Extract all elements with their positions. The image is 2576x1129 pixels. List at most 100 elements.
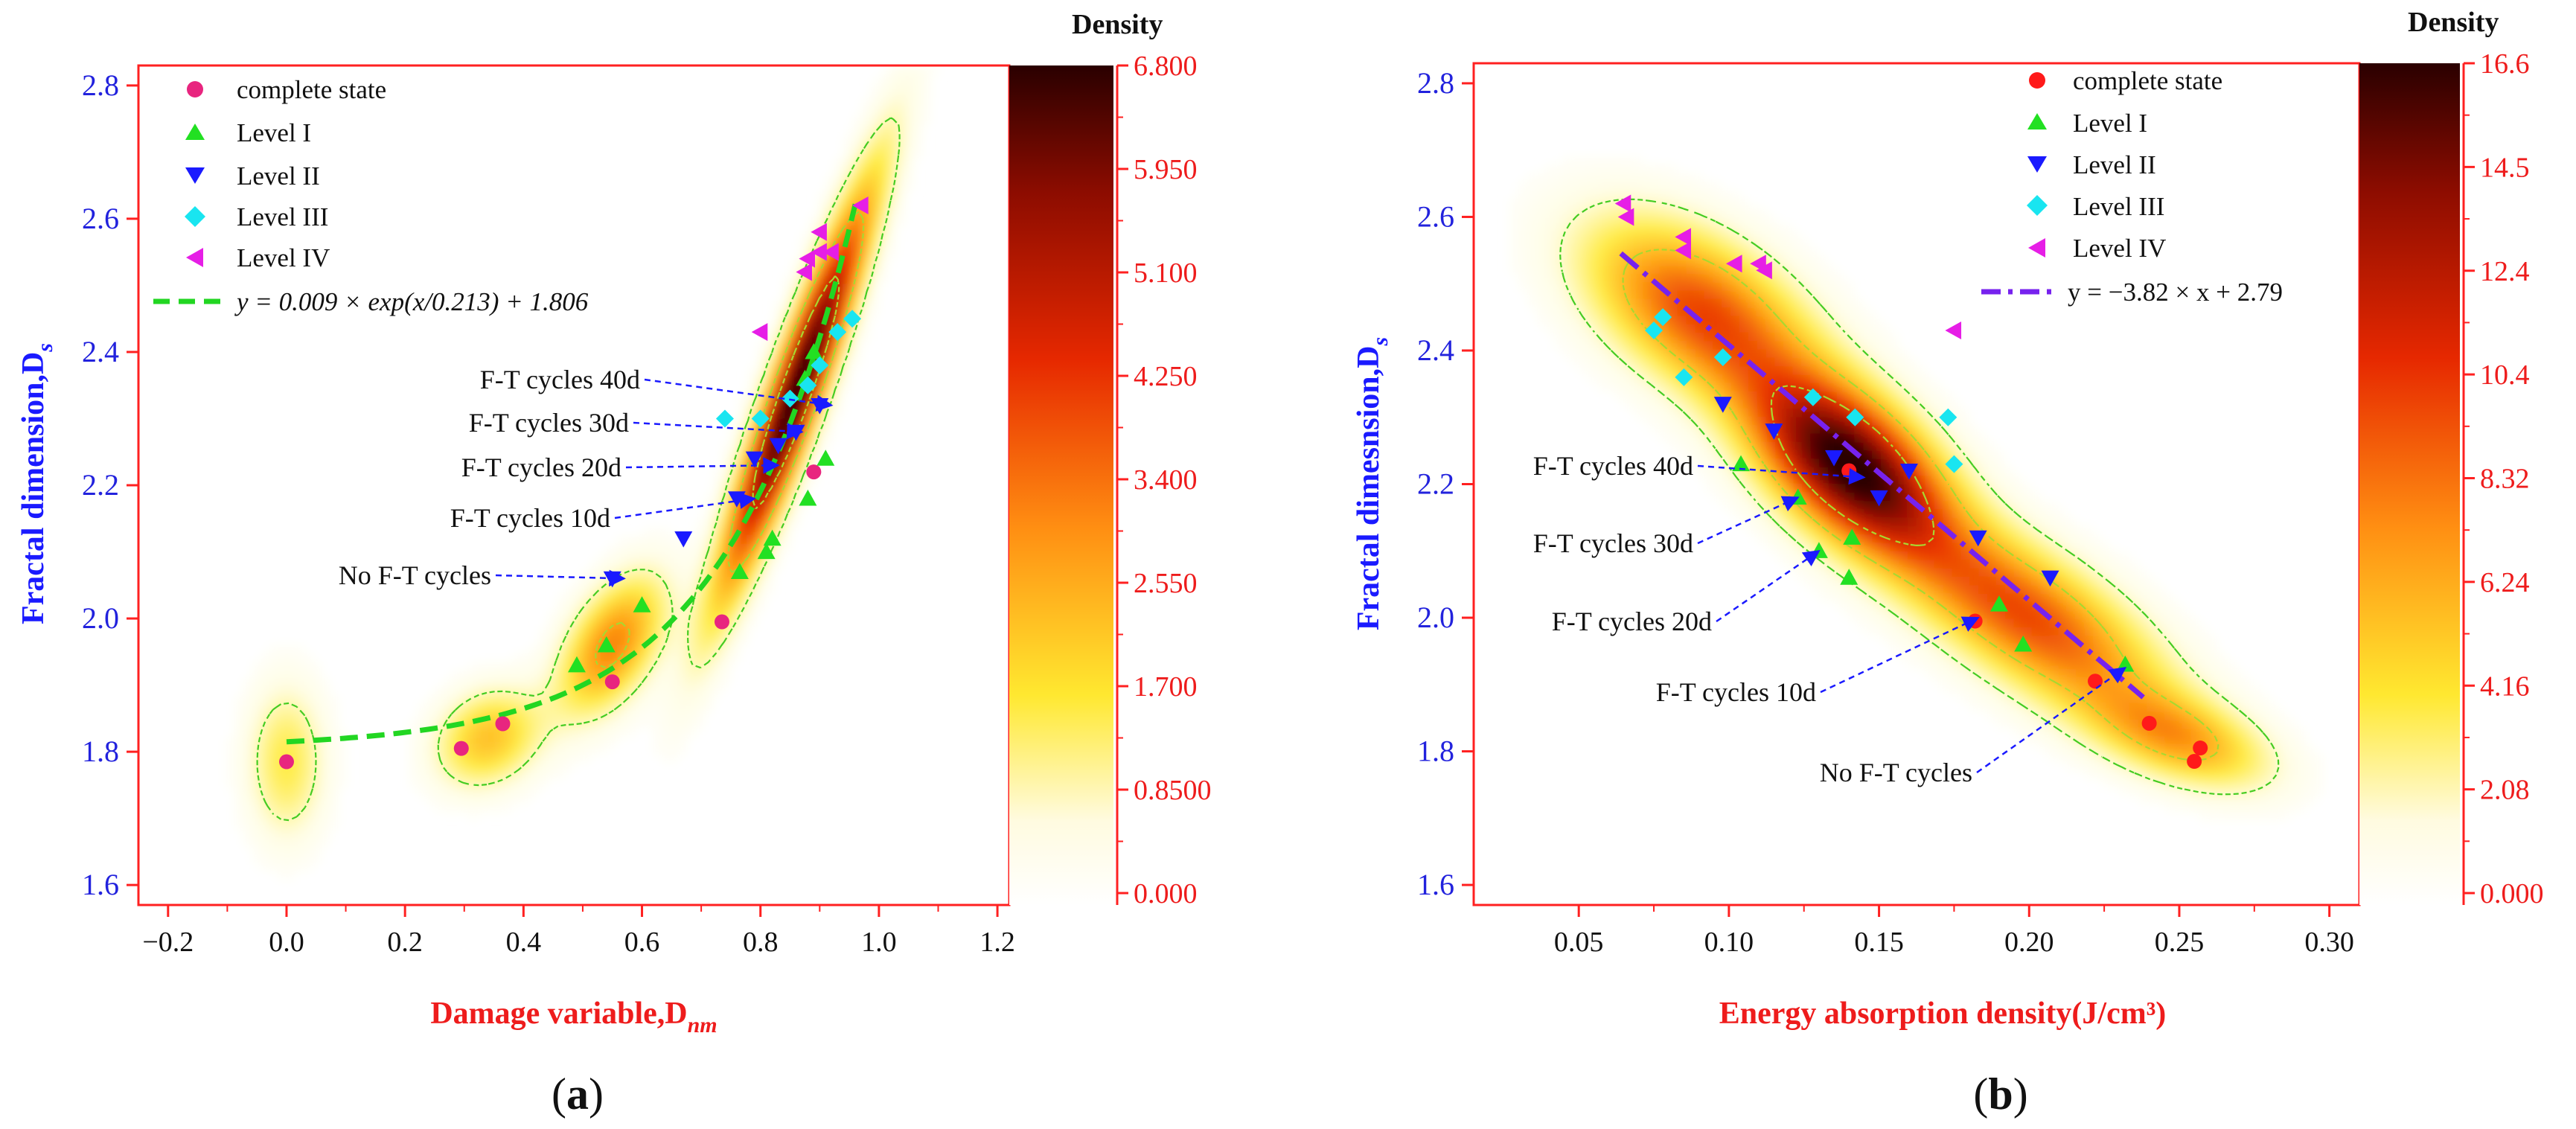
point-level-i [730,563,749,579]
y-tick-label-b: 1.6 [1417,868,1454,901]
colorbar-a: Density 0.000 0.8500 1.700 2.550 3.400 4.250 5… [1009,9,1212,909]
point-level-iii [1675,368,1693,386]
annotation-f-t-cycles-20d-a: F-T cycles 20d [461,452,621,482]
point-level-iii [781,389,799,408]
point-level-iv [799,249,815,268]
colorbar-tick-label-b: 12.4 [2480,256,2530,287]
point-complete-state [495,716,511,732]
x-tick-label-b: 0.15 [1854,927,1904,958]
legend-marker-level-iv-a [186,248,203,267]
x-axis-label-a: Damage variable,Dnm [430,997,717,1037]
point-complete-state [2193,741,2208,756]
point-level-ii [1765,423,1783,440]
x-tick-label-a: 1.2 [979,927,1015,958]
x-tick-label-a: 0.4 [506,927,542,958]
annotation-no-f-t-cycles-a: No F-T cycles [339,560,491,590]
point-level-iv [1725,255,1742,273]
point-level-iv [796,263,813,281]
colorbar-b: Density 0.000 2.08 4.16 6.24 8.32 10.4 12.4 14.… [2359,7,2544,909]
x-tick-label-b: 0.25 [2155,927,2205,958]
legend-marker-complete-state-a [187,81,203,97]
x-tick-label-b: 0.10 [1704,927,1754,958]
fit-equation-b: y = −3.82 × x + 2.79 [2068,278,2283,307]
colorbar-tick-label-b: 16.6 [2480,48,2530,80]
point-level-i [763,529,782,546]
annotation-f-t-cycles-40d-b: F-T cycles 40d [1533,451,1693,481]
panel-caption-b: (b) [1973,1069,2027,1119]
y-tick-label-b: 2.8 [1417,66,1454,100]
point-level-iii [715,409,734,428]
point-level-iv [1675,228,1691,246]
point-complete-state [714,614,729,630]
annotation-arrow-a [644,378,834,412]
annotation-arrow-b [1976,667,2127,774]
annotation-arrow-a [625,457,780,474]
point-level-iv [852,196,869,214]
x-tick-label-a: 0.0 [269,927,304,958]
legend-label-level-iii-b: Level III [2073,192,2164,221]
legend-label-level-iv-b: Level IV [2073,234,2166,263]
axes-b: 0.05 0.10 0.15 0.20 0.25 0.30 1.6 1.8 2.0 2.2 2.4 2… [1417,66,2354,958]
x-tick-label-b: 0.05 [1554,927,1604,958]
point-complete-state [1967,613,1983,629]
annotation-arrow-b [1716,549,1821,623]
y-tick-label-b: 2.6 [1417,199,1454,233]
legend-marker-level-ii-a [185,167,205,184]
colorbar-tick-label-b: 0.000 [2480,878,2544,909]
y-tick-label-b: 2.2 [1417,467,1454,501]
y-axis-label-a: Fractal dimension,Ds [16,343,57,624]
point-complete-state [2187,754,2202,770]
annotations-b: F-T cycles 40d F-T cycles 30d F-T cycles 2… [1533,451,2127,787]
point-level-i [757,543,776,560]
y-tick-label-a: 2.0 [82,601,119,635]
annotations-a: F-T cycles 40d F-T cycles 30d F-T cycles 2… [339,365,834,590]
colorbar-tick-label-a: 0.8500 [1134,775,1212,806]
annotation-arrow-b [1820,616,1980,694]
annotation-f-t-cycles-20d-b: F-T cycles 20d [1552,607,1712,636]
point-complete-state [806,464,822,480]
point-level-ii [745,451,764,468]
y-axis-label-b: Fractal dimesnsion,Ds [1352,337,1393,630]
colorbar-tick-label-b: 10.4 [2480,359,2530,391]
panel-caption-a: (a) [552,1069,604,1119]
legend-marker-level-iii-a [185,206,205,227]
legend-marker-level-iv-b [2028,238,2045,258]
point-level-iii [843,310,862,328]
colorbar-tick-label-b: 2.08 [2480,775,2530,806]
colorbar-tick-label-b: 8.32 [2480,464,2530,495]
legend-label-level-iv-a: Level IV [237,243,330,272]
fit-line-path-b [1619,251,2145,700]
colorbar-tick-label-b: 4.16 [2480,671,2530,702]
y-tick-label-b: 2.0 [1417,601,1454,634]
x-tick-label-a: 0.2 [387,927,423,958]
point-level-i [1840,569,1859,585]
legend-label-level-ii-b: Level II [2073,150,2156,179]
point-level-iv [1614,194,1631,213]
point-level-iii [1939,408,1957,426]
annotation-f-t-cycles-40d-a: F-T cycles 40d [480,365,640,394]
point-level-ii [1713,397,1732,413]
point-level-ii [674,531,693,548]
point-level-i [805,342,823,359]
legend-marker-level-iii-b [2027,195,2048,216]
legend-marker-level-ii-b [2027,156,2047,173]
y-tick-label-a: 2.8 [82,68,119,102]
contour-line-a-0 [256,117,901,822]
colorbar-tick-label-a: 3.400 [1134,464,1198,496]
point-level-iii [751,409,770,428]
point-level-i [1732,455,1751,472]
colorbar-tick-label-b: 14.5 [2480,152,2530,183]
x-tick-label-a: −0.2 [142,927,194,958]
annotation-arrow-a [614,492,756,519]
point-level-i [816,450,835,466]
annotation-arrow-a [495,569,626,587]
point-level-iii [811,356,829,374]
y-tick-label-a: 1.8 [82,735,119,768]
annotation-arrow-a [633,421,804,440]
point-level-iii [1945,455,1963,473]
x-tick-label-a: 1.0 [861,927,897,958]
point-level-iii [799,376,817,394]
legend-label-level-i-a: Level I [237,118,311,147]
point-complete-state [2141,715,2157,731]
annotation-f-t-cycles-30d-b: F-T cycles 30d [1533,528,1693,558]
